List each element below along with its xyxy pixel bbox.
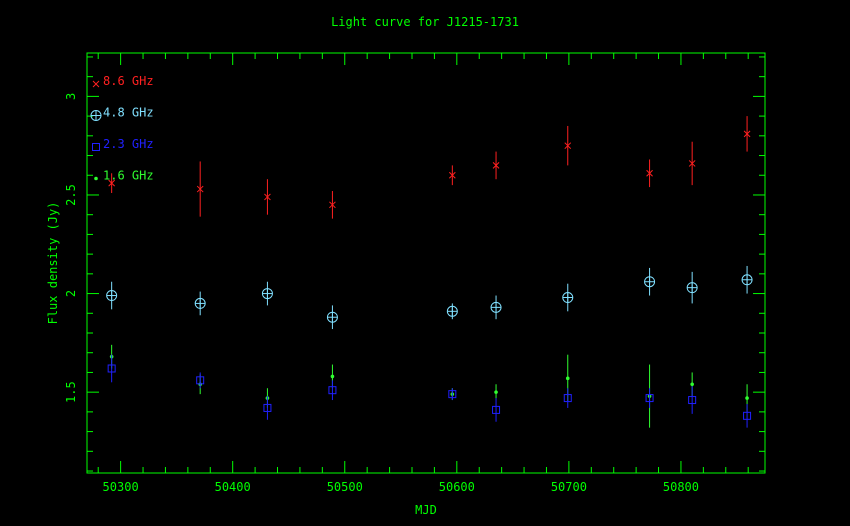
data-point <box>108 179 116 187</box>
data-point <box>194 297 206 309</box>
series-1-6-ghz <box>109 344 749 428</box>
data-point <box>743 130 751 138</box>
data-marks <box>106 116 753 428</box>
y-tick-label: 2.5 <box>64 184 78 206</box>
data-point <box>646 169 653 177</box>
data-point <box>264 193 271 201</box>
data-point <box>329 201 336 209</box>
x-tick-label: 50300 <box>103 480 139 494</box>
x-tick-label: 50600 <box>439 480 475 494</box>
data-point <box>645 394 654 403</box>
y-tick-label: 1.5 <box>64 381 78 403</box>
data-point <box>106 290 118 302</box>
data-point <box>448 390 457 399</box>
data-point <box>686 282 698 294</box>
x-tick-label: 50500 <box>327 480 363 494</box>
data-point <box>326 311 338 323</box>
series-4-8-ghz <box>106 265 753 330</box>
plot-frame <box>86 52 766 474</box>
data-point <box>745 396 749 400</box>
data-point <box>196 185 204 193</box>
legend-marker <box>94 176 98 181</box>
data-point <box>448 171 456 179</box>
data-point <box>196 376 205 385</box>
data-point <box>494 390 498 394</box>
legend-marker <box>92 80 100 88</box>
x-axis-label: MJD <box>415 503 437 517</box>
data-point <box>565 376 570 381</box>
data-point <box>446 305 458 317</box>
data-point <box>741 274 753 286</box>
legend-label: 8.6 GHz <box>103 74 154 88</box>
data-point <box>492 162 500 169</box>
data-point <box>743 411 752 420</box>
axis-ticks <box>87 53 765 473</box>
x-tick-label: 50800 <box>663 480 699 494</box>
legend: 8.6 GHz 4.8 GHz 2.3 GHz 1.6 GHz <box>90 74 154 183</box>
series-2-3-ghz <box>107 354 752 428</box>
data-point <box>490 301 502 313</box>
x-tick-label: 50700 <box>551 480 587 494</box>
y-axis-label: Flux density (Jy) <box>46 202 60 325</box>
data-point <box>690 382 694 387</box>
data-point <box>688 160 696 167</box>
x-tick-label: 50400 <box>215 480 251 494</box>
data-point <box>564 142 572 150</box>
data-point <box>492 405 501 414</box>
y-tick-label: 3 <box>64 93 78 100</box>
data-point <box>261 288 273 300</box>
data-point <box>562 292 574 304</box>
series-8-6-ghz <box>108 116 751 219</box>
tick-labels: 50300 50400 50500 50600 50700 50800 1.5 2 2.5 3 <box>64 93 699 494</box>
legend-label: 1.6 GHz <box>103 169 154 183</box>
data-point <box>644 276 656 288</box>
chart-title: Light curve for J1215-1731 <box>331 15 519 29</box>
legend-marker <box>92 143 100 151</box>
legend-label: 4.8 GHz <box>103 106 154 120</box>
data-point <box>330 374 335 379</box>
data-point <box>328 386 337 395</box>
data-point <box>688 396 697 405</box>
data-point <box>563 394 572 403</box>
data-point <box>263 403 272 412</box>
data-point <box>107 364 116 373</box>
y-tick-label: 2 <box>64 290 78 297</box>
legend-label: 2.3 GHz <box>103 137 154 151</box>
legend-marker <box>90 110 102 121</box>
